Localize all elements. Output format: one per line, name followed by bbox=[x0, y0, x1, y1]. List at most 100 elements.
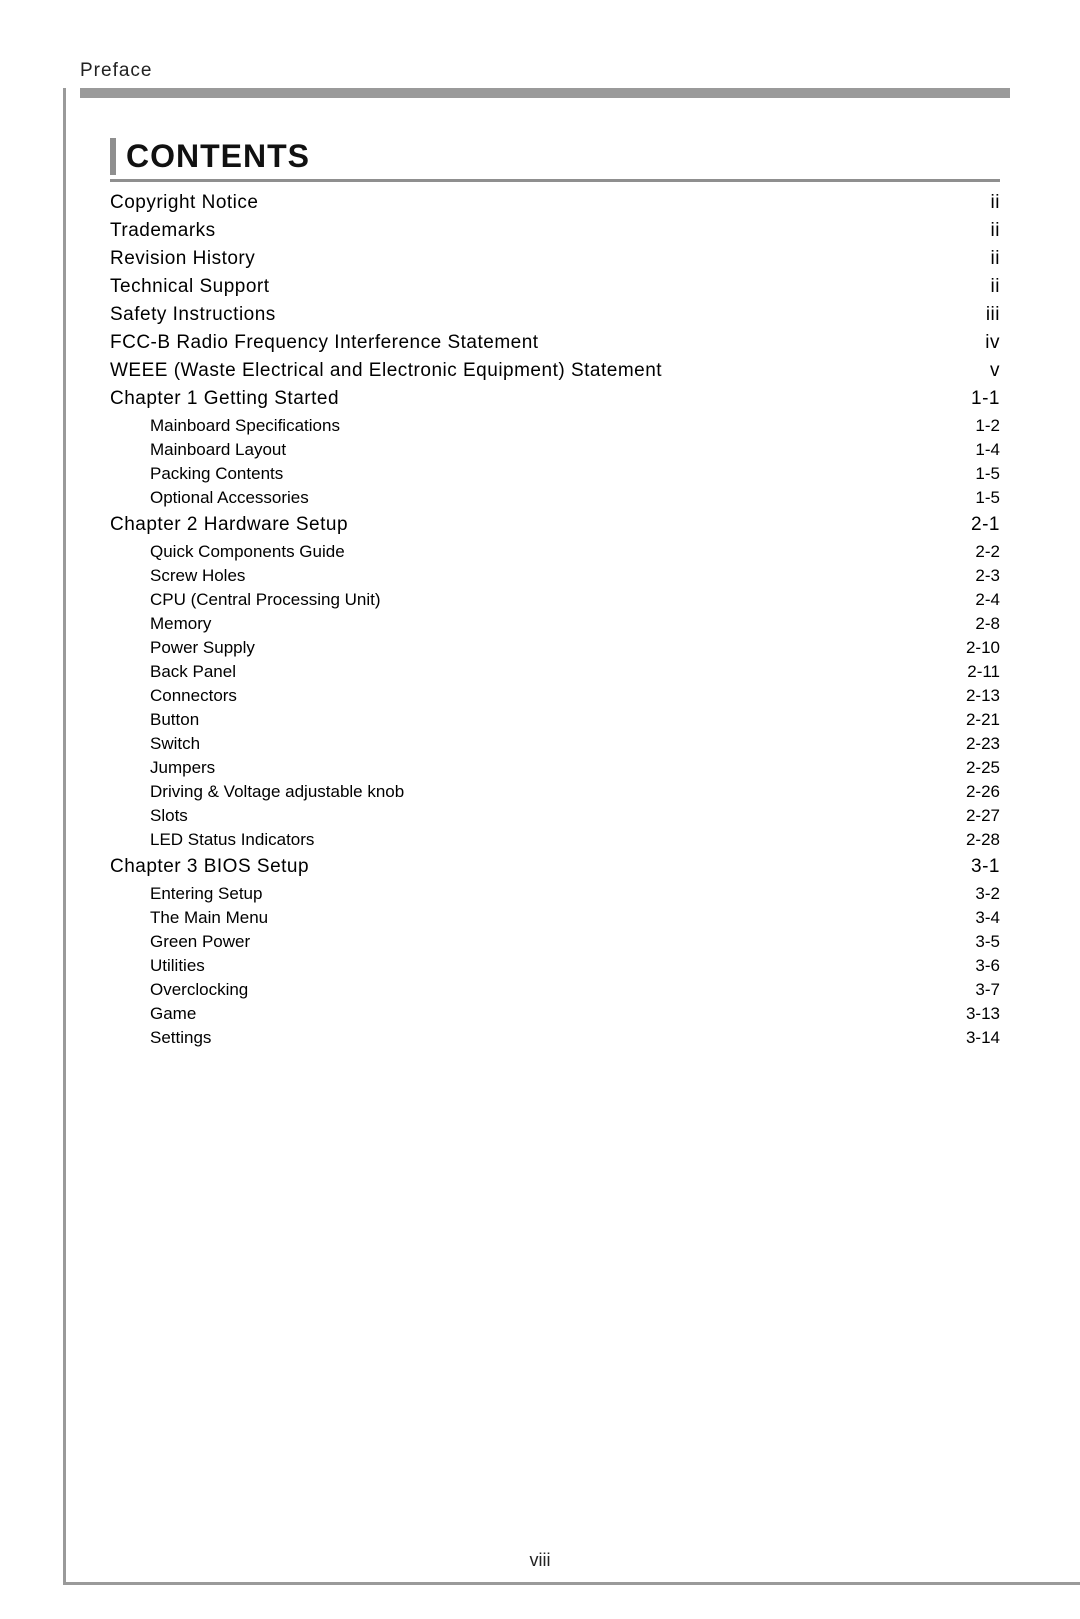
toc-row: Entering Setup 3-2 bbox=[110, 884, 1000, 904]
toc-page-number: iii bbox=[986, 304, 1000, 326]
toc-label: LED Status Indicators bbox=[150, 830, 314, 850]
toc-row: Packing Contents 1-5 bbox=[110, 464, 1000, 484]
toc-label: Mainboard Specifications bbox=[150, 416, 340, 436]
toc-row: Mainboard Layout 1-4 bbox=[110, 440, 1000, 460]
toc-page-number: 3-6 bbox=[975, 956, 1000, 976]
toc-page-number: 1-2 bbox=[975, 416, 1000, 436]
toc-page-number: 2-27 bbox=[966, 806, 1000, 826]
toc-label: Driving & Voltage adjustable knob bbox=[150, 782, 404, 802]
toc-label: Chapter 3 BIOS Setup bbox=[110, 856, 309, 878]
toc-list: Copyright NoticeiiTrademarksiiRevision H… bbox=[110, 192, 1000, 1048]
toc-label: Button bbox=[150, 710, 199, 730]
toc-label: Game bbox=[150, 1004, 196, 1024]
toc-label: Chapter 1 Getting Started bbox=[110, 388, 339, 410]
toc-row: CPU (Central Processing Unit)2-4 bbox=[110, 590, 1000, 610]
toc-row: Back Panel 2-11 bbox=[110, 662, 1000, 682]
toc-row: Technical Support ii bbox=[110, 276, 1000, 298]
content-area: CONTENTS Copyright NoticeiiTrademarksiiR… bbox=[110, 138, 1000, 1048]
toc-label: Memory bbox=[150, 614, 211, 634]
toc-row: Driving & Voltage adjustable knob 2-26 bbox=[110, 782, 1000, 802]
toc-row: Overclocking 3-7 bbox=[110, 980, 1000, 1000]
toc-row: Mainboard Specifications 1-2 bbox=[110, 416, 1000, 436]
toc-label: FCC-B Radio Frequency Interference State… bbox=[110, 332, 539, 354]
toc-page-number: v bbox=[990, 360, 1000, 382]
toc-page-number: 2-1 bbox=[971, 514, 1000, 536]
toc-page-number: 3-14 bbox=[966, 1028, 1000, 1048]
toc-page-number: 2-25 bbox=[966, 758, 1000, 778]
toc-label: Screw Holes bbox=[150, 566, 245, 586]
toc-row: Safety Instructions iii bbox=[110, 304, 1000, 326]
contents-heading: CONTENTS bbox=[126, 138, 310, 174]
toc-page-number: 2-11 bbox=[967, 662, 1000, 682]
toc-label: Technical Support bbox=[110, 276, 270, 298]
toc-row: Utilities 3-6 bbox=[110, 956, 1000, 976]
toc-label: Copyright Notice bbox=[110, 192, 258, 214]
toc-page-number: 2-3 bbox=[975, 566, 1000, 586]
toc-label: Chapter 2 Hardware Setup bbox=[110, 514, 348, 536]
toc-label: Switch bbox=[150, 734, 200, 754]
toc-label: Power Supply bbox=[150, 638, 255, 658]
toc-row: Chapter 3 BIOS Setup 3-1 bbox=[110, 856, 1000, 878]
toc-page-number: 3-4 bbox=[975, 908, 1000, 928]
toc-label: WEEE (Waste Electrical and Electronic Eq… bbox=[110, 360, 662, 382]
toc-label: Mainboard Layout bbox=[150, 440, 286, 460]
toc-page-number: ii bbox=[991, 276, 1000, 298]
toc-label: Back Panel bbox=[150, 662, 236, 682]
toc-row: LED Status Indicators 2-28 bbox=[110, 830, 1000, 850]
toc-row: Quick Components Guide2-2 bbox=[110, 542, 1000, 562]
toc-label: Overclocking bbox=[150, 980, 248, 1000]
toc-page-number: ii bbox=[991, 220, 1000, 242]
toc-label: The Main Menu bbox=[150, 908, 268, 928]
toc-row: Chapter 1 Getting Started 1-1 bbox=[110, 388, 1000, 410]
toc-label: Settings bbox=[150, 1028, 211, 1048]
toc-page-number: 1-5 bbox=[975, 464, 1000, 484]
left-border-rule bbox=[63, 88, 66, 1585]
toc-label: Optional Accessories bbox=[150, 488, 309, 508]
toc-page-number: 3-13 bbox=[966, 1004, 1000, 1024]
toc-row: Connectors2-13 bbox=[110, 686, 1000, 706]
heading-wrap: CONTENTS bbox=[110, 138, 1000, 175]
page-number: viii bbox=[0, 1550, 1080, 1571]
toc-page-number: 2-10 bbox=[966, 638, 1000, 658]
toc-row: Chapter 2 Hardware Setup 2-1 bbox=[110, 514, 1000, 536]
section-label: Preface bbox=[80, 60, 1010, 82]
toc-row: Slots 2-27 bbox=[110, 806, 1000, 826]
toc-row: Screw Holes 2-3 bbox=[110, 566, 1000, 586]
toc-page-number: 2-2 bbox=[975, 542, 1000, 562]
toc-label: Slots bbox=[150, 806, 188, 826]
toc-row: Green Power3-5 bbox=[110, 932, 1000, 952]
toc-page-number: 3-1 bbox=[971, 856, 1000, 878]
toc-page-number: 3-7 bbox=[975, 980, 1000, 1000]
toc-page-number: 2-26 bbox=[966, 782, 1000, 802]
toc-page-number: 1-1 bbox=[971, 388, 1000, 410]
toc-label: Entering Setup bbox=[150, 884, 262, 904]
toc-label: Jumpers bbox=[150, 758, 215, 778]
toc-page-number: 2-13 bbox=[966, 686, 1000, 706]
toc-row: Copyright Noticeii bbox=[110, 192, 1000, 214]
toc-page-number: 1-4 bbox=[975, 440, 1000, 460]
toc-label: Utilities bbox=[150, 956, 205, 976]
toc-row: FCC-B Radio Frequency Interference State… bbox=[110, 332, 1000, 354]
toc-row: Button 2-21 bbox=[110, 710, 1000, 730]
toc-label: Safety Instructions bbox=[110, 304, 276, 326]
toc-page-number: 2-4 bbox=[975, 590, 1000, 610]
toc-page-number: 2-23 bbox=[966, 734, 1000, 754]
toc-page-number: ii bbox=[991, 248, 1000, 270]
toc-row: Revision History ii bbox=[110, 248, 1000, 270]
toc-label: Trademarks bbox=[110, 220, 216, 242]
heading-underline bbox=[110, 179, 1000, 182]
toc-row: The Main Menu 3-4 bbox=[110, 908, 1000, 928]
toc-page-number: 2-28 bbox=[966, 830, 1000, 850]
toc-page-number: 2-8 bbox=[975, 614, 1000, 634]
toc-row: Memory 2-8 bbox=[110, 614, 1000, 634]
toc-page-number: 3-2 bbox=[975, 884, 1000, 904]
toc-row: Optional Accessories1-5 bbox=[110, 488, 1000, 508]
toc-row: WEEE (Waste Electrical and Electronic Eq… bbox=[110, 360, 1000, 382]
document-page: Preface CONTENTS Copyright NoticeiiTrade… bbox=[0, 0, 1080, 1619]
toc-label: Revision History bbox=[110, 248, 255, 270]
toc-page-number: 3-5 bbox=[975, 932, 1000, 952]
toc-page-number: 2-21 bbox=[966, 710, 1000, 730]
horizontal-rule bbox=[80, 88, 1010, 98]
toc-row: Jumpers 2-25 bbox=[110, 758, 1000, 778]
toc-label: Packing Contents bbox=[150, 464, 283, 484]
